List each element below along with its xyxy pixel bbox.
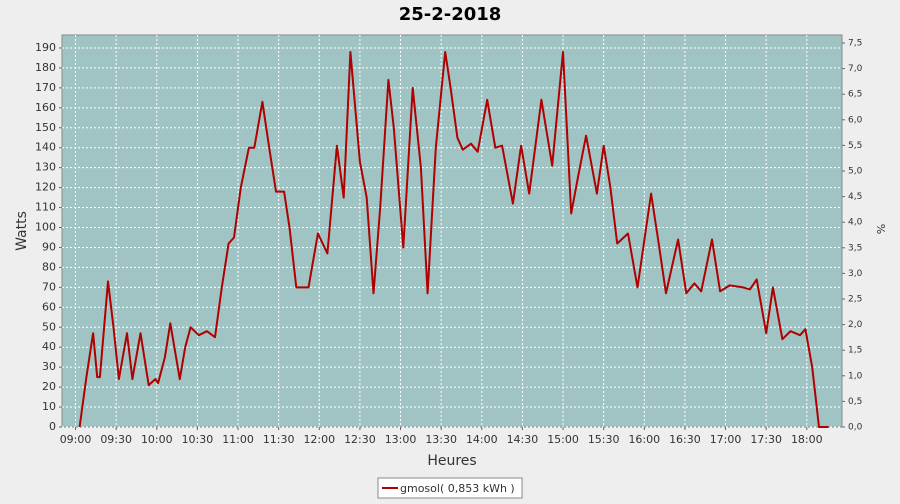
y2-tick-label: 1,5: [848, 346, 862, 356]
y-tick-label: 30: [42, 360, 56, 373]
y-tick-label: 100: [35, 221, 56, 234]
x-tick-label: 13:30: [425, 433, 457, 446]
y2-tick-label: 1,0: [848, 371, 863, 381]
y2-tick-label: 5,5: [848, 141, 862, 151]
x-tick-label: 14:30: [507, 433, 539, 446]
y2-tick-label: 0,0: [848, 423, 863, 433]
y2-tick-label: 2,5: [848, 294, 862, 304]
legend-label: gmosol( 0,853 kWh ): [400, 482, 515, 495]
data-line: [78, 51, 829, 428]
y-tick-label: 40: [42, 340, 56, 353]
y-tick-label: 20: [42, 380, 56, 393]
x-tick-label: 09:30: [100, 433, 132, 446]
legend: [377, 477, 523, 499]
x-tick-label: 12:00: [303, 433, 335, 446]
y-tick-label: 60: [42, 300, 56, 313]
x-tick-label: 09:00: [60, 433, 92, 446]
y-tick-label: 90: [42, 240, 56, 253]
y-tick-label: 190: [35, 41, 56, 54]
y-tick-label: 140: [35, 141, 56, 154]
x-tick-label: 10:30: [182, 433, 214, 446]
x-tick-label: 12:30: [344, 433, 376, 446]
y-tick-label: 110: [35, 201, 56, 214]
y2-axis-title: %: [875, 224, 888, 234]
x-axis-title: Heures: [427, 453, 476, 469]
x-tick-label: 14:00: [466, 433, 498, 446]
x-tick-label: 15:30: [588, 433, 620, 446]
y-tick-label: 130: [35, 161, 56, 174]
x-tick-label: 10:00: [141, 433, 173, 446]
y2-tick-label: 2,0: [848, 320, 863, 330]
y-axis-title: Watts: [14, 211, 30, 251]
y2-tick-label: 3,5: [848, 243, 862, 253]
chart-title: 25-2-2018: [399, 4, 502, 25]
y2-tick-label: 7,5: [848, 38, 862, 48]
y-tick-label: 180: [35, 61, 56, 74]
y2-tick-label: 6,0: [848, 115, 863, 125]
y-tick-label: 10: [42, 400, 56, 413]
y2-tick-label: 4,0: [848, 218, 863, 228]
x-tick-label: 17:30: [750, 433, 782, 446]
x-tick-label: 18:00: [791, 433, 823, 446]
y-tick-label: 70: [42, 280, 56, 293]
y2-tick-label: 3,0: [848, 269, 863, 279]
y-tick-label: 0: [49, 420, 56, 433]
x-tick-label: 16:30: [669, 433, 701, 446]
y2-tick-label: 6,5: [848, 90, 862, 100]
y2-tick-label: 4,5: [848, 192, 862, 202]
y-tick-label: 150: [35, 121, 56, 134]
x-tick-label: 17:00: [710, 433, 742, 446]
x-tick-label: 15:00: [547, 433, 579, 446]
x-tick-label: 11:30: [263, 433, 295, 446]
y2-tick-label: 0,5: [848, 397, 862, 407]
y-tick-label: 120: [35, 181, 56, 194]
y-tick-label: 170: [35, 81, 56, 94]
y2-tick-label: 5,0: [848, 166, 863, 176]
x-tick-label: 16:00: [628, 433, 660, 446]
y-tick-label: 50: [42, 320, 56, 333]
y-tick-label: 160: [35, 101, 56, 114]
y2-tick-label: 7,0: [848, 64, 863, 74]
x-tick-label: 11:00: [222, 433, 254, 446]
x-tick-label: 13:00: [385, 433, 417, 446]
y-tick-label: 80: [42, 260, 56, 273]
